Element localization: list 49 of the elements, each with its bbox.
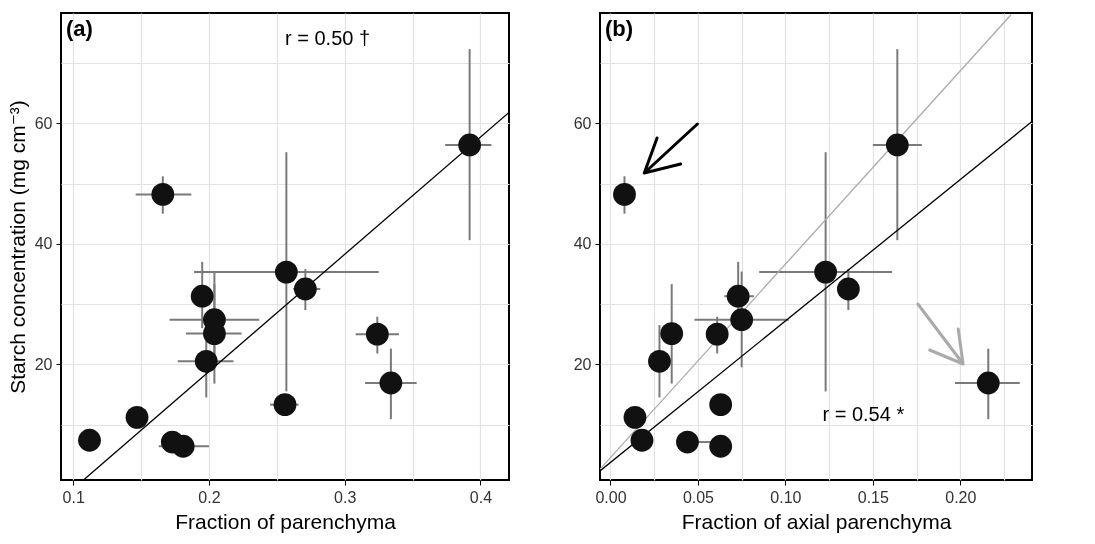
point [709,393,733,417]
x-tick-label: 0.05 [682,488,715,506]
point [630,428,654,452]
y-tick-label: 60 [34,114,53,132]
x-tick-label: 0.1 [62,488,85,506]
annotation: r = 0.54 * [822,402,905,425]
chart-title: (a) [66,16,93,41]
x-axis-title: Fraction of axial parenchyma [681,509,952,533]
point [273,393,297,417]
chart-title: (b) [605,16,634,41]
point [274,260,298,284]
y-tick-label: 20 [34,355,53,373]
point [613,183,636,206]
point [660,322,684,345]
point [151,183,175,206]
point [293,277,317,301]
point [125,405,149,429]
y-tick-label: 40 [573,235,592,253]
x-tick-label: 0.4 [469,488,493,506]
x-tick-label: 0.00 [595,488,627,506]
point [726,284,750,308]
point [676,430,699,454]
x-tick-label: 0.10 [770,488,802,506]
point [705,322,729,346]
y-tick-label: 60 [573,114,592,132]
point [78,428,101,452]
x-tick-label: 0.20 [945,488,977,506]
x-tick-label: 0.15 [857,488,890,506]
point [836,277,860,301]
point [730,308,754,332]
point [365,322,389,346]
point [885,133,909,157]
point [190,284,214,308]
y-tick-label: 20 [573,355,592,373]
point [623,405,647,429]
point [976,371,1000,395]
y-axis-title: Starch concentration (mg cm⁻³) [5,100,29,394]
point [648,349,671,373]
annotation: r = 0.50 † [285,26,371,49]
x-tick-label: 0.2 [198,488,221,506]
x-tick-label: 0.3 [334,488,357,506]
point [171,434,195,458]
point [709,434,733,458]
point [194,349,218,373]
point [814,260,838,284]
point [379,371,403,395]
y-tick-label: 40 [34,235,53,253]
x-axis-title: Fraction of parenchyma [175,509,397,533]
point [458,133,482,157]
